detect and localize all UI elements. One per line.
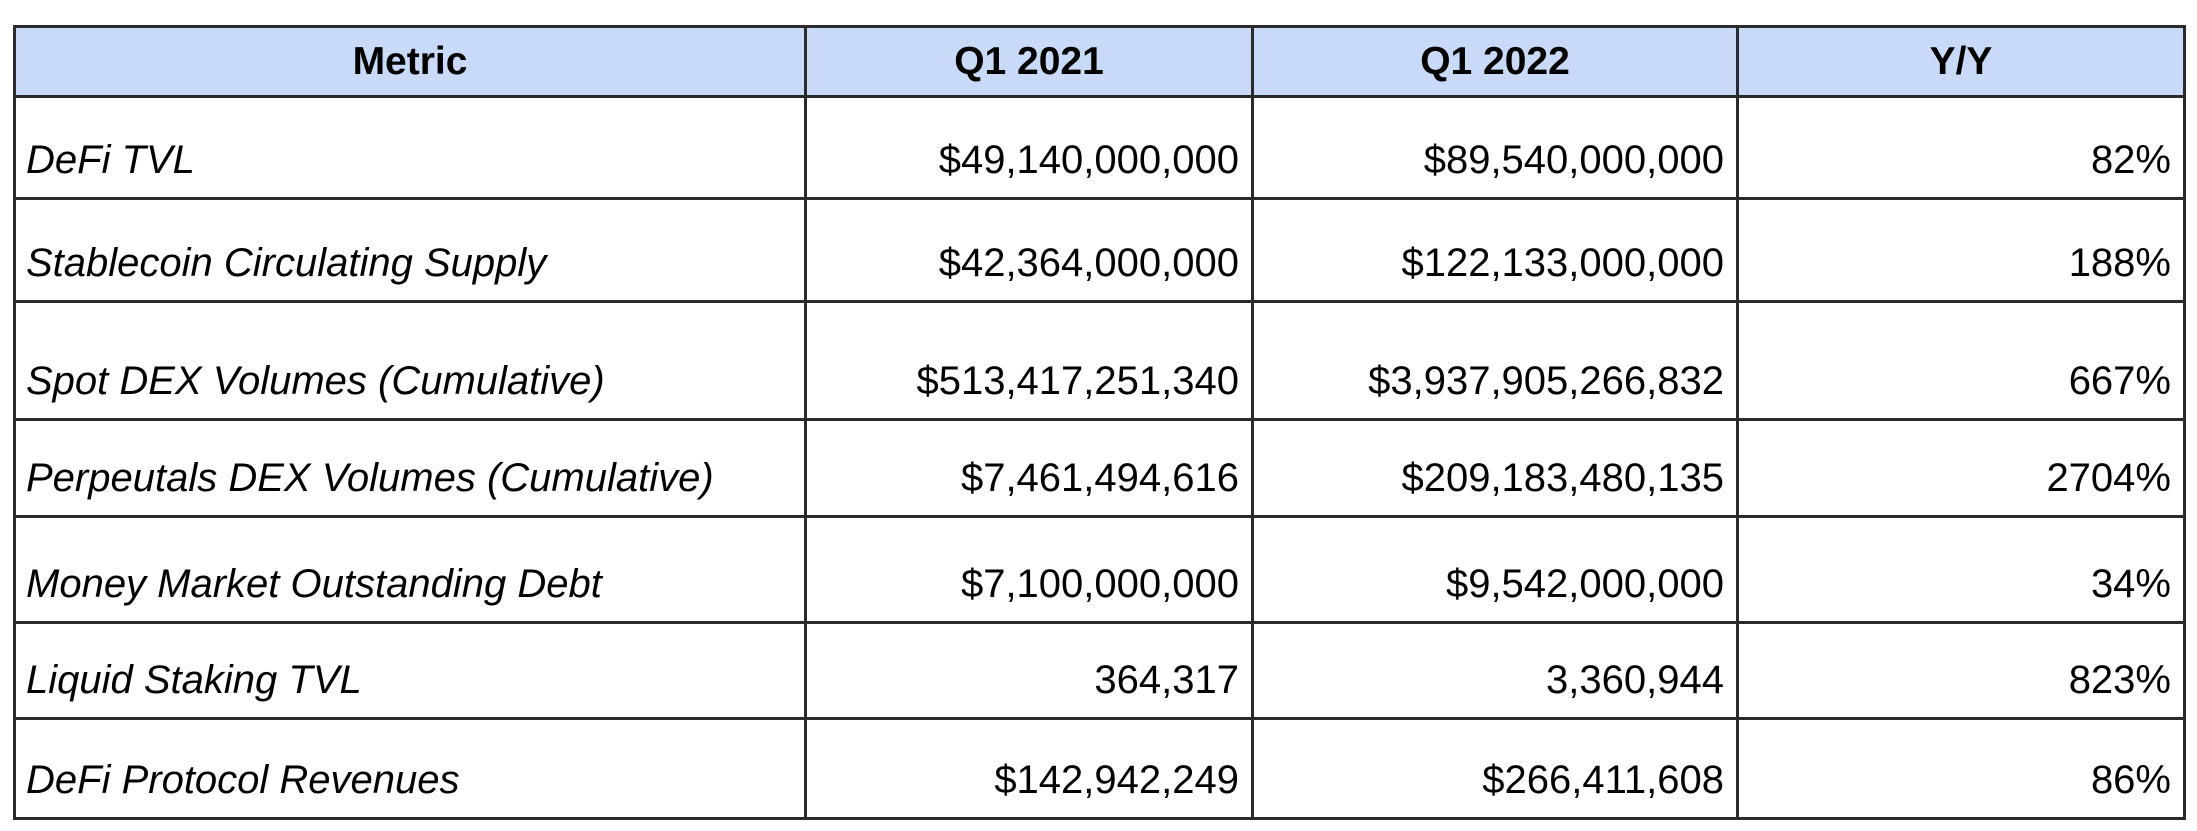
q1-2021-cell: $142,942,249 <box>804 717 1254 820</box>
q1-2021-cell: $49,140,000,000 <box>804 95 1254 200</box>
table-row: DeFi TVL $49,140,000,000 $89,540,000,000… <box>13 95 2186 200</box>
header-row: Metric Q1 2021 Q1 2022 Y/Y <box>13 25 2186 98</box>
q1-2021-cell: 364,317 <box>804 621 1254 720</box>
metric-cell: Perpeutals DEX Volumes (Cumulative) <box>13 418 807 518</box>
column-header-q1-2022: Q1 2022 <box>1251 25 1739 98</box>
table-row: DeFi Protocol Revenues $142,942,249 $266… <box>13 717 2186 820</box>
column-header-yy: Y/Y <box>1736 25 2186 98</box>
q1-2022-cell: $9,542,000,000 <box>1251 515 1739 624</box>
q1-2022-cell: 3,360,944 <box>1251 621 1739 720</box>
metric-cell: Liquid Staking TVL <box>13 621 807 720</box>
table-body: DeFi TVL $49,140,000,000 $89,540,000,000… <box>13 95 2186 820</box>
q1-2022-cell: $122,133,000,000 <box>1251 197 1739 303</box>
yy-cell: 2704% <box>1736 418 2186 518</box>
q1-2021-cell: $7,100,000,000 <box>804 515 1254 624</box>
q1-2021-cell: $7,461,494,616 <box>804 418 1254 518</box>
metric-cell: Money Market Outstanding Debt <box>13 515 807 624</box>
q1-2022-cell: $209,183,480,135 <box>1251 418 1739 518</box>
metric-cell: DeFi TVL <box>13 95 807 200</box>
table-header: Metric Q1 2021 Q1 2022 Y/Y <box>13 25 2186 98</box>
q1-2022-cell: $266,411,608 <box>1251 717 1739 820</box>
yy-cell: 82% <box>1736 95 2186 200</box>
q1-2022-cell: $3,937,905,266,832 <box>1251 300 1739 421</box>
q1-2022-cell: $89,540,000,000 <box>1251 95 1739 200</box>
q1-2021-cell: $513,417,251,340 <box>804 300 1254 421</box>
yy-cell: 188% <box>1736 197 2186 303</box>
column-header-q1-2021: Q1 2021 <box>804 25 1254 98</box>
table-row: Perpeutals DEX Volumes (Cumulative) $7,4… <box>13 418 2186 518</box>
yy-cell: 667% <box>1736 300 2186 421</box>
yy-cell: 34% <box>1736 515 2186 624</box>
metrics-table: Metric Q1 2021 Q1 2022 Y/Y DeFi TVL $49,… <box>13 25 2186 820</box>
metric-cell: DeFi Protocol Revenues <box>13 717 807 820</box>
metric-cell: Stablecoin Circulating Supply <box>13 197 807 303</box>
metric-cell: Spot DEX Volumes (Cumulative) <box>13 300 807 421</box>
table-row: Stablecoin Circulating Supply $42,364,00… <box>13 197 2186 303</box>
table-row: Money Market Outstanding Debt $7,100,000… <box>13 515 2186 624</box>
table-row: Spot DEX Volumes (Cumulative) $513,417,2… <box>13 300 2186 421</box>
yy-cell: 823% <box>1736 621 2186 720</box>
yy-cell: 86% <box>1736 717 2186 820</box>
q1-2021-cell: $42,364,000,000 <box>804 197 1254 303</box>
column-header-metric: Metric <box>13 25 807 98</box>
table-row: Liquid Staking TVL 364,317 3,360,944 823… <box>13 621 2186 720</box>
